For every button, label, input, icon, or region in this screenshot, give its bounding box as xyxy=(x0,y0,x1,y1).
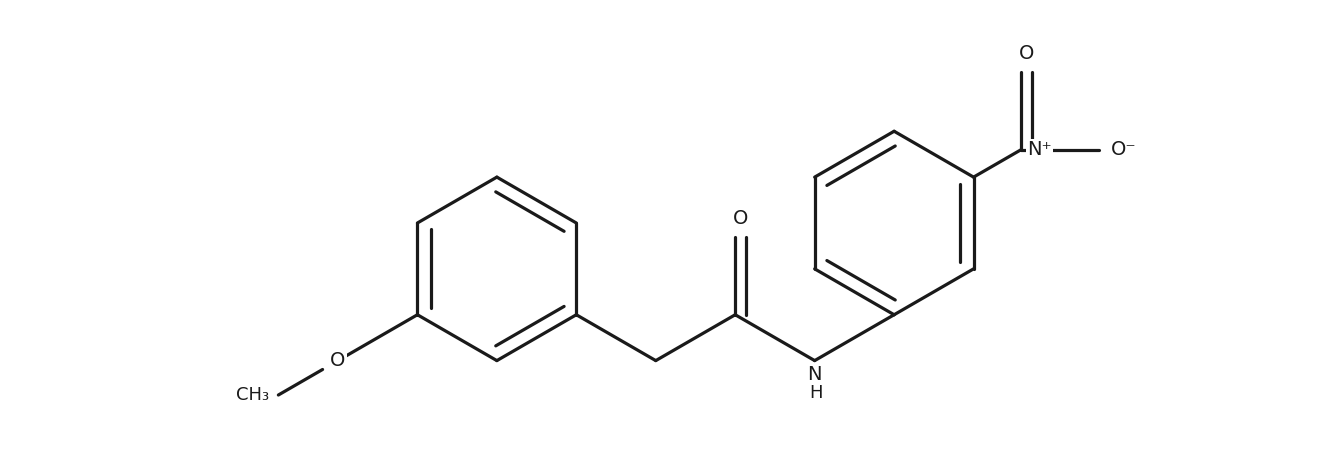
Text: H: H xyxy=(809,384,823,402)
Text: CH₃: CH₃ xyxy=(237,386,270,404)
Text: N⁺: N⁺ xyxy=(1027,140,1052,159)
Text: N: N xyxy=(808,365,823,384)
Text: O⁻: O⁻ xyxy=(1111,140,1137,159)
Text: O: O xyxy=(1019,44,1034,63)
Text: O: O xyxy=(331,351,345,370)
Text: O: O xyxy=(732,209,749,229)
